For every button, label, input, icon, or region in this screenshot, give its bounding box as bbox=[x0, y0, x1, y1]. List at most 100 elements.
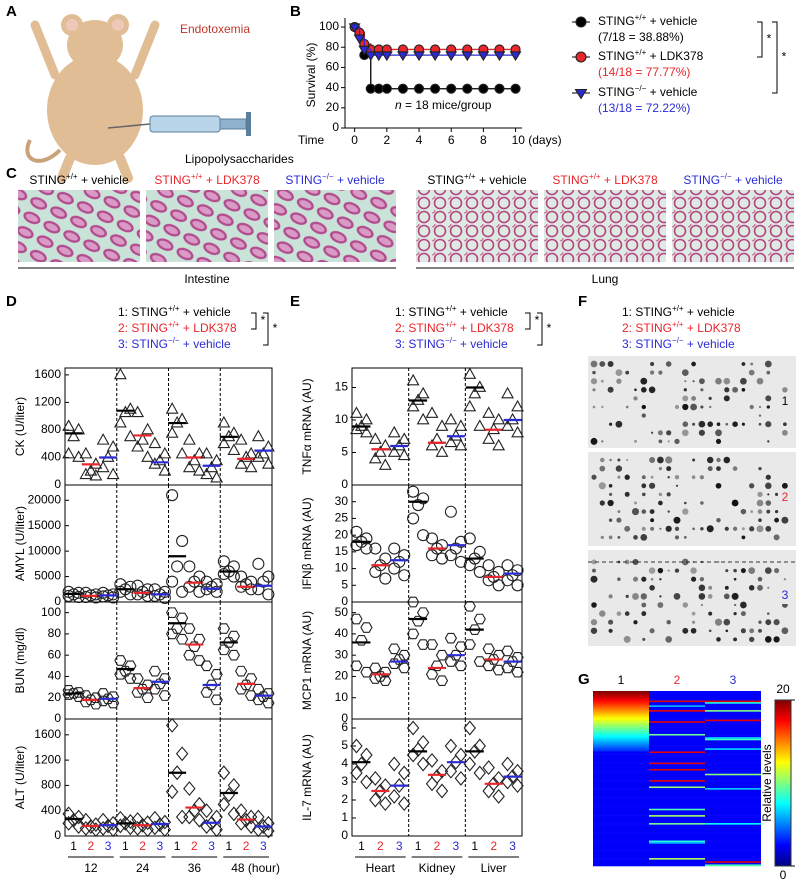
data-point bbox=[360, 622, 373, 633]
heatmap-row bbox=[705, 714, 761, 717]
condition-label: 3 bbox=[105, 839, 112, 853]
blot-dot bbox=[700, 388, 704, 392]
heatmap-row bbox=[593, 700, 649, 703]
heatmap-row bbox=[705, 726, 761, 728]
heatmap-row bbox=[593, 735, 649, 738]
heatmap-row bbox=[593, 788, 649, 790]
data-point bbox=[175, 633, 189, 645]
heatmap-row bbox=[649, 711, 705, 714]
heatmap-row bbox=[593, 765, 649, 768]
heatmap-row bbox=[705, 746, 761, 749]
data-point bbox=[435, 419, 449, 431]
blot-dot bbox=[600, 379, 604, 383]
heatmap-row bbox=[649, 789, 705, 792]
heatmap-row bbox=[649, 751, 705, 754]
blot-dot bbox=[732, 466, 738, 471]
data-point bbox=[193, 655, 206, 666]
heatmap-row bbox=[649, 802, 705, 805]
heatmap-row bbox=[649, 794, 705, 797]
heatmap-row bbox=[705, 730, 761, 733]
blot-dot bbox=[741, 527, 745, 531]
data-point bbox=[444, 412, 458, 425]
heatmap-row bbox=[593, 780, 649, 782]
significance-star: * bbox=[767, 32, 772, 46]
blot-dot bbox=[708, 629, 712, 633]
heatmap-row bbox=[593, 792, 649, 795]
data-point bbox=[463, 720, 476, 736]
heatmap-row bbox=[649, 768, 705, 771]
blot-dot bbox=[740, 377, 747, 385]
blot-dot bbox=[624, 611, 630, 616]
data-point bbox=[251, 450, 265, 462]
data-point bbox=[406, 596, 420, 608]
heatmap-row bbox=[593, 803, 649, 806]
heatmap-row bbox=[593, 705, 649, 708]
heatmap-row bbox=[649, 815, 705, 817]
survival-point bbox=[353, 34, 366, 45]
heatmap-row bbox=[705, 843, 761, 846]
heatmap-row bbox=[593, 808, 649, 811]
heatmap-row bbox=[649, 732, 705, 735]
label-text: 2: STING bbox=[622, 321, 672, 335]
heatmap-row bbox=[593, 713, 649, 716]
blot-dot bbox=[592, 568, 596, 573]
heatmap-row bbox=[649, 853, 705, 856]
blot-dot bbox=[631, 508, 640, 516]
heatmap-row bbox=[649, 719, 705, 722]
blot-dot bbox=[681, 429, 689, 437]
blot-dot bbox=[607, 499, 614, 507]
blot-dot bbox=[731, 499, 739, 507]
blot-dot bbox=[764, 567, 772, 574]
heatmap-row bbox=[649, 807, 705, 810]
data-point bbox=[482, 574, 495, 587]
blot-dot bbox=[757, 509, 763, 514]
data-point bbox=[210, 470, 224, 483]
data-point bbox=[124, 813, 137, 829]
y-tick-label: 5 bbox=[341, 445, 348, 459]
data-point bbox=[141, 692, 154, 704]
data-point bbox=[492, 579, 505, 592]
data-point bbox=[397, 448, 411, 461]
blot-dot bbox=[708, 611, 713, 616]
heatmap-row bbox=[705, 705, 761, 708]
x-tick-label: 10 (days) bbox=[512, 133, 562, 147]
heatmap-row bbox=[649, 765, 705, 768]
heatmap-row bbox=[649, 848, 705, 851]
blot-dot bbox=[632, 592, 639, 600]
blot-dot bbox=[665, 636, 673, 643]
heatmap-row bbox=[649, 708, 705, 711]
blot-dot bbox=[607, 386, 614, 393]
mouse-illustration bbox=[25, 14, 160, 183]
heatmap-row bbox=[705, 692, 761, 695]
blot-dot bbox=[633, 439, 638, 443]
heatmap-row bbox=[705, 711, 761, 714]
heatmap-row bbox=[649, 713, 705, 716]
blot-dot bbox=[749, 404, 754, 410]
y-tick-label: 400 bbox=[41, 803, 61, 817]
heatmap-row bbox=[649, 813, 705, 816]
heatmap-row bbox=[705, 788, 761, 790]
blot-dot bbox=[641, 483, 647, 489]
y-tick-label: 15 bbox=[335, 380, 349, 394]
heatmap-row bbox=[649, 808, 705, 811]
heatmap-row bbox=[705, 823, 761, 825]
blot-dot bbox=[758, 414, 762, 417]
blot-dot bbox=[724, 387, 730, 393]
heatmap-row bbox=[593, 767, 649, 770]
data-point bbox=[183, 623, 196, 634]
heatmap-row bbox=[705, 697, 761, 700]
label-text: STING bbox=[154, 173, 191, 187]
y-tick-label: 0 bbox=[54, 828, 61, 842]
heatmap-row bbox=[593, 800, 649, 803]
data-point bbox=[183, 560, 196, 573]
blot-dot bbox=[649, 457, 656, 463]
data-point bbox=[72, 691, 85, 702]
heatmap-row bbox=[705, 808, 761, 811]
condition-label: 1 bbox=[415, 839, 422, 853]
heatmap-row bbox=[593, 837, 649, 840]
y-tick-label: 20 bbox=[335, 669, 349, 683]
heatmap-row bbox=[705, 737, 761, 740]
illustration-agent: Lipopolysaccharides bbox=[185, 152, 294, 166]
y-tick-label: 20 bbox=[335, 527, 349, 541]
blot-dot bbox=[774, 492, 779, 497]
